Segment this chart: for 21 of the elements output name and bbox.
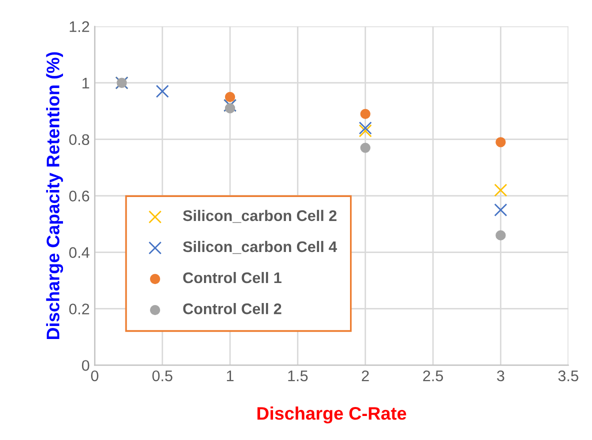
x-tick-label: 2	[362, 370, 369, 382]
legend-label: Control Cell 1	[183, 272, 282, 284]
x-tick-label: 1.5	[288, 370, 308, 382]
x-tick-label: 3.5	[558, 370, 578, 382]
x-tick-label: 1	[226, 370, 234, 382]
y-tick-label: 0	[82, 360, 90, 371]
x-tick-label: 0.5	[152, 370, 172, 382]
x-tick-label: 2.5	[423, 370, 443, 382]
y-tick-label: 1	[82, 78, 90, 88]
y-tick-label: 0.2	[69, 304, 90, 314]
legend-label: Silicon_carbon Cell 2	[183, 210, 336, 223]
y-tick-label: 0.8	[69, 134, 90, 146]
x-tick-label: 0	[91, 370, 98, 382]
x-axis-title: Discharge C-Rate	[257, 406, 406, 424]
y-tick-label: 1.2	[70, 21, 90, 32]
y-tick-label: 0.4	[69, 247, 90, 258]
y-tick-label: 0.6	[69, 190, 90, 202]
y-axis-title: Discharge Capacity Retention (%)	[46, 52, 64, 340]
legend-label: Silicon_carbon Cell 4	[183, 240, 338, 254]
x-tick-label: 3	[496, 370, 504, 382]
legend-label: Control Cell 2	[183, 303, 282, 314]
